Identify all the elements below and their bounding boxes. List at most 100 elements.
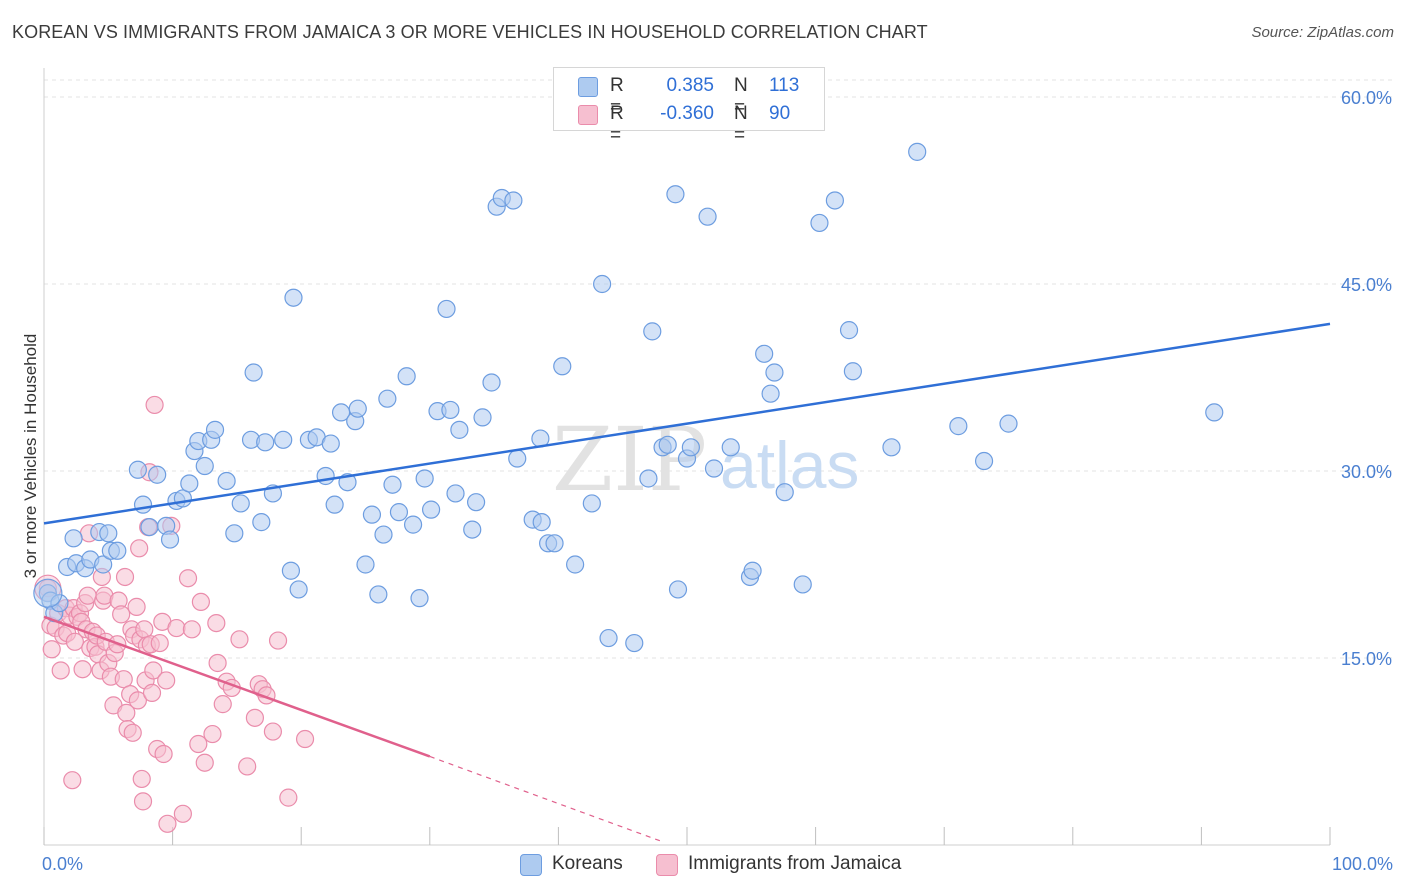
- korean-point: [128, 460, 147, 479]
- korean-point: [140, 517, 159, 537]
- korean-point: [658, 435, 677, 454]
- r-label: R =: [610, 75, 624, 118]
- jamaica-point: [123, 723, 142, 742]
- correlation-legend: R = 0.385 N = 113 R = -0.360 N = 90: [553, 67, 825, 146]
- jamaica-point: [150, 633, 169, 653]
- korean-point: [721, 438, 740, 457]
- jamaica-point: [51, 661, 70, 680]
- korean-point: [316, 466, 335, 486]
- source-label: Source: ZipAtlas.com: [1251, 24, 1394, 41]
- korean-point: [775, 483, 794, 502]
- watermark: ZIP atlas: [552, 408, 859, 511]
- jamaica-points: [34, 395, 315, 833]
- legend-label-jamaica: Immigrants from Jamaica: [688, 853, 902, 874]
- jamaica-point: [130, 539, 149, 558]
- korean-point: [397, 367, 416, 386]
- korean-point: [625, 633, 644, 653]
- axes: [43, 68, 1331, 846]
- korean-point: [195, 456, 214, 476]
- jamaica-point: [203, 724, 222, 744]
- korean-point: [593, 274, 612, 294]
- n-label: N =: [734, 75, 748, 118]
- korean-point: [415, 469, 434, 488]
- korean-points: [33, 142, 1224, 653]
- korean-point: [99, 524, 118, 543]
- korean-point: [410, 589, 429, 608]
- jamaica-point: [208, 653, 227, 673]
- korean-point: [383, 475, 402, 494]
- jamaica-point: [114, 670, 133, 689]
- jamaica-point: [65, 632, 84, 651]
- korean-point: [566, 555, 585, 574]
- korean-point: [639, 469, 658, 488]
- korean-point: [698, 207, 717, 226]
- korean-point: [761, 384, 780, 403]
- jamaica-trendline-extension: [429, 755, 662, 842]
- jamaica-point: [42, 640, 61, 659]
- jamaica-point: [295, 729, 315, 749]
- y-tick-label: 30.0%: [1341, 462, 1392, 482]
- korean-point: [681, 438, 700, 457]
- korean-trendline: [43, 322, 1331, 525]
- korean-point: [389, 503, 409, 522]
- korean-point: [482, 373, 501, 392]
- korean-point: [810, 213, 829, 233]
- korean-point: [532, 513, 551, 532]
- korean-point: [289, 580, 308, 599]
- jamaica-point: [112, 605, 131, 624]
- trendlines: [43, 322, 1331, 842]
- y-tick-label: 45.0%: [1341, 275, 1392, 295]
- jamaica-point: [157, 671, 176, 690]
- jamaica-point: [115, 567, 135, 587]
- korean-point: [133, 495, 153, 514]
- korean-point: [508, 449, 527, 468]
- korean-point: [256, 433, 275, 452]
- korean-point: [252, 513, 271, 532]
- x-tick-label: 100.0%: [1332, 854, 1393, 874]
- korean-point: [437, 299, 456, 319]
- korean-point: [325, 495, 344, 514]
- korean-point: [180, 474, 199, 493]
- korean-point: [743, 561, 762, 580]
- jamaica-point: [213, 695, 232, 714]
- jamaica-point: [142, 683, 162, 703]
- jamaica-point: [191, 592, 210, 612]
- korean-point: [666, 185, 685, 204]
- korean-point: [504, 191, 523, 210]
- korean-point: [284, 288, 303, 307]
- jamaica-point: [182, 620, 201, 639]
- korean-point: [599, 628, 618, 648]
- korean-point: [545, 534, 564, 553]
- korean-point: [582, 494, 601, 513]
- jamaica-point: [154, 744, 173, 764]
- chart-title: KOREAN VS IMMIGRANTS FROM JAMAICA 3 OR M…: [12, 22, 928, 42]
- jamaica-point: [73, 660, 92, 679]
- jamaica-point: [63, 771, 82, 790]
- jamaica-point: [245, 708, 265, 727]
- jamaica-trendline: [43, 615, 431, 758]
- korean-point: [108, 541, 127, 560]
- r-value: 0.385: [666, 75, 714, 96]
- korean-point: [205, 420, 225, 439]
- korean-point: [356, 555, 375, 574]
- korean-point: [643, 322, 662, 341]
- n-value: 113: [769, 75, 800, 96]
- korean-point: [466, 493, 486, 512]
- jamaica-point: [279, 788, 298, 807]
- jamaica-point: [178, 569, 198, 588]
- korean-point: [825, 191, 844, 210]
- korean-point: [446, 484, 465, 503]
- x-tick-label: 0.0%: [42, 854, 83, 874]
- korean-cluster-point: [33, 578, 63, 608]
- n-label: N =: [734, 103, 748, 146]
- jamaica-point: [238, 757, 257, 776]
- jamaica-point: [144, 661, 163, 680]
- korean-point: [843, 362, 862, 381]
- korean-point: [148, 465, 167, 484]
- korean-point: [231, 494, 250, 513]
- jamaica-point: [167, 618, 186, 638]
- korean-point: [274, 430, 293, 449]
- korean-point: [553, 357, 572, 376]
- jamaica-point: [127, 597, 146, 616]
- korean-point: [64, 529, 83, 548]
